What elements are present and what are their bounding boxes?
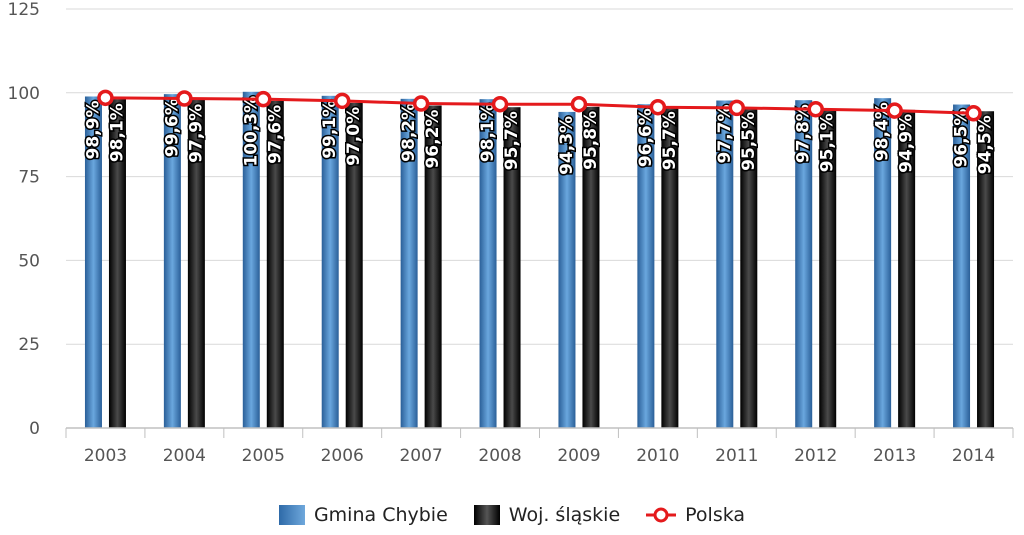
x-tick-label: 2003 [84, 446, 127, 466]
y-tick-label: 25 [18, 335, 40, 355]
bar-gmina-chybie[interactable] [242, 91, 260, 428]
x-tick-label: 2012 [794, 446, 837, 466]
data-label-gmina-chybie: 97,7% [715, 105, 735, 164]
data-label-gmina-chybie: 98,2% [399, 103, 419, 162]
line-polska [105, 96, 974, 115]
data-label-gmina-chybie: 96,6% [636, 108, 656, 167]
x-tick-label: 2006 [321, 446, 364, 466]
x-tick-label: 2009 [557, 446, 600, 466]
bar-gmina-chybie[interactable] [637, 104, 655, 428]
point-polska[interactable] [649, 98, 667, 116]
bar-gmina-chybie[interactable] [321, 95, 339, 428]
legend-swatch-gmina [278, 505, 305, 525]
bar-gmina-chybie[interactable] [558, 111, 576, 428]
bar-woj-slaskie[interactable] [345, 102, 363, 428]
x-tick-label: 2010 [636, 446, 679, 466]
point-polska[interactable] [97, 89, 114, 107]
point-polska[interactable] [886, 102, 903, 119]
legend-label-gmina: Gmina Chybie [313, 504, 448, 526]
data-label-woj-slaskie: 95,7% [502, 111, 522, 170]
bar-gmina-chybie[interactable] [479, 99, 497, 429]
legend-item-polska[interactable]: Polska [646, 504, 745, 526]
x-tick-label: 2008 [478, 446, 521, 466]
legend-line-symbol [646, 507, 677, 523]
y-tick-label: 50 [18, 251, 40, 271]
data-label-woj-slaskie: 95,1% [818, 113, 838, 172]
chart: 0 25 50 75 100 125 98,9% 99,6% 100,3% 99,1% 98,2%… [8, 0, 1014, 466]
point-polska[interactable] [728, 99, 746, 117]
bar-gmina-chybie[interactable] [795, 100, 813, 428]
bar-woj-slaskie[interactable] [503, 107, 521, 429]
data-label-woj-slaskie: 95,8% [581, 111, 601, 170]
bar-woj-slaskie[interactable] [582, 106, 600, 428]
data-label-woj-slaskie: 94,5% [976, 115, 996, 174]
data-label-woj-slaskie: 97,6% [265, 105, 285, 164]
y-tick-label: 0 [29, 419, 40, 439]
data-label-gmina-chybie: 97,8% [794, 104, 814, 163]
data-label-gmina-chybie: 100,3% [241, 96, 261, 167]
data-label-gmina-chybie: 99,6% [162, 98, 182, 157]
x-tick-label: 2004 [163, 446, 206, 466]
y-axis: 0 25 50 75 100 125 [8, 0, 40, 439]
data-label-gmina-chybie: 99,1% [320, 100, 340, 159]
bar-woj-slaskie[interactable] [819, 109, 837, 429]
bar-gmina-chybie[interactable] [716, 100, 734, 429]
x-tick-label: 2005 [242, 446, 285, 466]
data-label-woj-slaskie: 97,0% [344, 107, 364, 166]
point-polska[interactable] [491, 95, 509, 113]
bar-woj-slaskie[interactable] [977, 111, 995, 429]
bar-woj-slaskie[interactable] [108, 99, 126, 429]
bar-woj-slaskie[interactable] [898, 109, 916, 428]
bar-gmina-chybie[interactable] [163, 94, 181, 428]
bar-gmina-chybie[interactable] [400, 98, 418, 428]
gridlines [66, 8, 1013, 345]
y-tick-label: 100 [8, 84, 40, 104]
data-label-woj-slaskie: 95,5% [739, 112, 759, 171]
bar-woj-slaskie[interactable] [740, 107, 758, 428]
point-polska[interactable] [965, 104, 982, 122]
legend-label-polska: Polska [685, 504, 746, 526]
x-axis: 2003 2004 2005 2006 2007 2008 2009 2010 2011 2012… [65, 427, 1014, 466]
bar-gmina-chybie[interactable] [84, 96, 102, 429]
data-label-gmina-chybie: 98,4% [873, 102, 893, 161]
bar-woj-slaskie[interactable] [661, 107, 679, 429]
data-label-gmina-chybie: 94,3% [557, 116, 577, 175]
bar-woj-slaskie[interactable] [424, 105, 442, 428]
point-polska[interactable] [333, 92, 351, 110]
legend-item-gmina[interactable]: Gmina Chybie [278, 504, 448, 526]
bar-woj-slaskie[interactable] [266, 100, 284, 429]
point-polska[interactable] [570, 95, 588, 113]
data-label-woj-slaskie: 95,7% [660, 111, 680, 170]
point-polska[interactable] [807, 100, 824, 118]
bars: 98,9% 99,6% 100,3% 99,1% 98,2% 98,1% 94,3% 96,6… [82, 91, 997, 429]
bar-gmina-chybie[interactable] [874, 98, 892, 428]
data-label-gmina-chybie: 98,1% [478, 103, 498, 162]
bar-gmina-chybie[interactable] [953, 104, 971, 429]
legend-label-woj: Woj. śląskie [508, 504, 621, 526]
data-label-woj-slaskie: 98,1% [107, 103, 127, 162]
legend-item-woj[interactable]: Woj. śląskie [473, 504, 621, 526]
data-label-woj-slaskie: 96,2% [423, 110, 443, 169]
x-tick-label: 2007 [399, 446, 442, 466]
y-tick-label: 75 [18, 168, 40, 188]
data-label-woj-slaskie: 97,9% [186, 104, 206, 163]
legend: Gmina Chybie Woj. śląskie Polska [0, 497, 1024, 533]
polska-line [97, 89, 982, 122]
x-tick-label: 2011 [715, 446, 758, 466]
legend-swatch-woj [473, 505, 500, 525]
point-polska[interactable] [176, 90, 193, 107]
data-label-gmina-chybie: 96,5% [952, 109, 972, 168]
x-tick-label: 2014 [952, 446, 995, 466]
data-label-woj-slaskie: 94,9% [897, 114, 917, 173]
data-label-gmina-chybie: 98,9% [83, 100, 103, 159]
bar-woj-slaskie[interactable] [187, 99, 205, 428]
point-polska[interactable] [412, 95, 430, 112]
x-tick-label: 2013 [873, 446, 916, 466]
y-tick-label: 125 [8, 0, 40, 20]
point-polska[interactable] [255, 90, 272, 108]
